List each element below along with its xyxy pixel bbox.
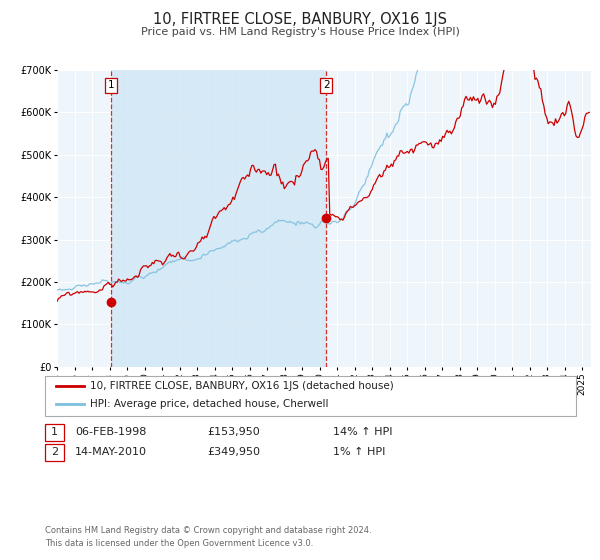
Text: 2: 2: [51, 447, 58, 458]
Text: HPI: Average price, detached house, Cherwell: HPI: Average price, detached house, Cher…: [90, 399, 329, 409]
Bar: [111, 70, 326, 367]
Text: Price paid vs. HM Land Registry's House Price Index (HPI): Price paid vs. HM Land Registry's House …: [140, 27, 460, 37]
Text: 2: 2: [323, 81, 329, 90]
Text: 1% ↑ HPI: 1% ↑ HPI: [333, 447, 385, 458]
Text: £153,950: £153,950: [207, 427, 260, 437]
Text: Contains HM Land Registry data © Crown copyright and database right 2024.
This d: Contains HM Land Registry data © Crown c…: [45, 526, 371, 548]
Text: 14% ↑ HPI: 14% ↑ HPI: [333, 427, 392, 437]
Text: £349,950: £349,950: [207, 447, 260, 458]
Text: 1: 1: [51, 427, 58, 437]
Text: 10, FIRTREE CLOSE, BANBURY, OX16 1JS: 10, FIRTREE CLOSE, BANBURY, OX16 1JS: [153, 12, 447, 27]
Text: 06-FEB-1998: 06-FEB-1998: [75, 427, 146, 437]
Text: 14-MAY-2010: 14-MAY-2010: [75, 447, 147, 458]
Text: 10, FIRTREE CLOSE, BANBURY, OX16 1JS (detached house): 10, FIRTREE CLOSE, BANBURY, OX16 1JS (de…: [90, 381, 394, 391]
Text: 1: 1: [108, 81, 115, 90]
